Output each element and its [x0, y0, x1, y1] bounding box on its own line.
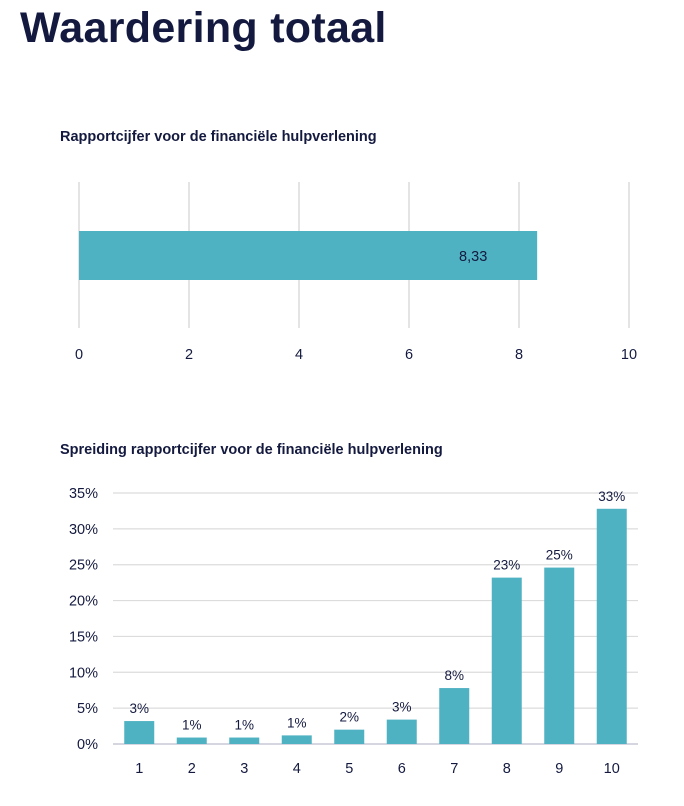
data-label: 8,33 — [459, 249, 487, 265]
bar — [281, 735, 312, 744]
x-tick-label: 10 — [604, 761, 620, 777]
bar — [229, 737, 260, 744]
x-tick-label: 1 — [135, 761, 143, 777]
y-tick-label: 0% — [77, 737, 98, 753]
x-tick-label: 2 — [188, 761, 196, 777]
chart-title-spreiding: Spreiding rapportcijfer voor de financië… — [60, 442, 443, 458]
bar — [334, 729, 365, 744]
data-label: 3% — [129, 701, 149, 716]
x-tick-label: 5 — [345, 761, 353, 777]
x-tick-label: 4 — [295, 347, 303, 363]
data-label: 1% — [287, 715, 307, 730]
data-label: 8% — [444, 668, 464, 683]
x-tick-label: 8 — [515, 347, 523, 363]
page-title: Waardering totaal — [20, 4, 387, 52]
x-tick-label: 4 — [293, 761, 301, 777]
data-label: 33% — [598, 489, 625, 504]
data-label: 1% — [234, 718, 254, 733]
x-tick-label: 10 — [621, 347, 637, 363]
x-tick-label: 8 — [503, 761, 511, 777]
bar — [176, 737, 207, 744]
data-label: 25% — [546, 548, 573, 563]
data-label: 23% — [493, 558, 520, 573]
data-label: 2% — [339, 710, 359, 725]
y-tick-label: 30% — [69, 522, 98, 538]
y-tick-label: 35% — [69, 486, 98, 502]
x-tick-label: 0 — [75, 347, 83, 363]
bar — [124, 721, 155, 744]
y-tick-label: 15% — [69, 629, 98, 645]
bar — [386, 719, 417, 744]
bar — [544, 567, 575, 744]
data-label: 3% — [392, 700, 412, 715]
x-tick-label: 6 — [405, 347, 413, 363]
chart-title-rapportcijfer: Rapportcijfer voor de financiële hulpver… — [60, 129, 377, 145]
y-tick-label: 20% — [69, 594, 98, 610]
bar — [596, 508, 627, 744]
x-tick-label: 9 — [555, 761, 563, 777]
data-label: 1% — [182, 718, 202, 733]
y-tick-label: 25% — [69, 558, 98, 574]
bar — [79, 231, 538, 280]
x-tick-label: 3 — [240, 761, 248, 777]
bar — [491, 577, 522, 744]
x-tick-label: 6 — [398, 761, 406, 777]
x-tick-label: 2 — [185, 347, 193, 363]
y-tick-label: 5% — [77, 701, 98, 717]
bar — [439, 688, 470, 744]
x-tick-label: 7 — [450, 761, 458, 777]
y-tick-label: 10% — [69, 665, 98, 681]
